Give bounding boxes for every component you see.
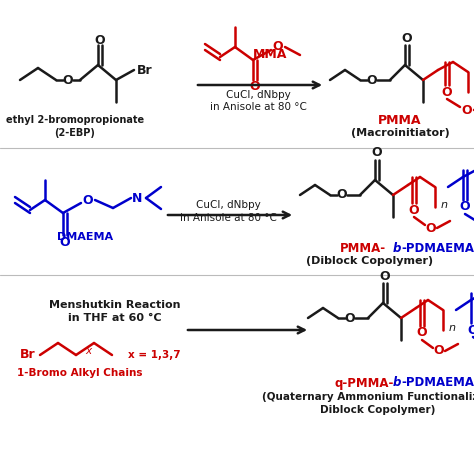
Text: 1-Bromo Alkyl Chains: 1-Bromo Alkyl Chains: [17, 368, 143, 378]
Text: O: O: [273, 40, 283, 54]
Text: Br: Br: [20, 348, 36, 362]
Text: (Macroinitiator): (Macroinitiator): [351, 128, 449, 138]
Text: in Anisole at 80 °C: in Anisole at 80 °C: [180, 213, 276, 223]
Text: n: n: [448, 323, 456, 333]
Text: x = 1,3,7: x = 1,3,7: [128, 350, 181, 360]
Text: MMA: MMA: [253, 49, 287, 62]
Text: N: N: [132, 191, 142, 205]
Text: Br: Br: [137, 63, 153, 77]
Text: O: O: [63, 73, 73, 86]
Text: O: O: [367, 73, 377, 86]
Text: b: b: [393, 241, 401, 254]
Text: O: O: [409, 203, 419, 217]
Text: (Diblock Copolymer): (Diblock Copolymer): [306, 256, 434, 266]
Text: (2-EBP): (2-EBP): [55, 128, 95, 138]
Text: O: O: [95, 34, 105, 46]
Text: Diblock Copolymer): Diblock Copolymer): [320, 405, 436, 415]
Text: PMMA: PMMA: [378, 113, 422, 127]
Text: O: O: [462, 103, 472, 117]
Text: O: O: [460, 201, 470, 213]
Text: O: O: [60, 235, 70, 248]
Text: n: n: [440, 200, 447, 210]
Text: PMMA-: PMMA-: [340, 241, 386, 254]
Text: (Quaternary Ammonium Functionalized: (Quaternary Ammonium Functionalized: [263, 392, 474, 402]
Text: in Anisole at 80 °C: in Anisole at 80 °C: [210, 102, 306, 112]
Text: q-PMMA-: q-PMMA-: [335, 376, 394, 390]
Text: -PDMAEMA: -PDMAEMA: [401, 376, 474, 390]
Text: Menshutkin Reaction: Menshutkin Reaction: [49, 300, 181, 310]
Text: -PDMAEMA: -PDMAEMA: [401, 241, 474, 254]
Text: O: O: [442, 85, 452, 99]
Text: O: O: [401, 32, 412, 45]
Text: O: O: [426, 222, 436, 235]
Text: O: O: [372, 146, 383, 159]
Text: x: x: [85, 346, 91, 356]
Text: O: O: [380, 269, 390, 282]
Text: b: b: [393, 376, 401, 390]
Text: O: O: [434, 345, 444, 358]
Text: O: O: [250, 79, 260, 93]
Text: O: O: [82, 194, 93, 207]
Text: CuCl, dNbpy: CuCl, dNbpy: [196, 200, 260, 210]
Text: CuCl, dNbpy: CuCl, dNbpy: [226, 90, 291, 100]
Text: DMAEMA: DMAEMA: [57, 232, 113, 242]
Text: O: O: [468, 324, 474, 336]
Text: O: O: [337, 189, 347, 202]
Text: O: O: [345, 312, 356, 325]
Text: in THF at 60 °C: in THF at 60 °C: [68, 313, 162, 323]
Text: ethyl 2-bromopropionate: ethyl 2-bromopropionate: [6, 115, 144, 125]
Text: O: O: [417, 326, 428, 340]
